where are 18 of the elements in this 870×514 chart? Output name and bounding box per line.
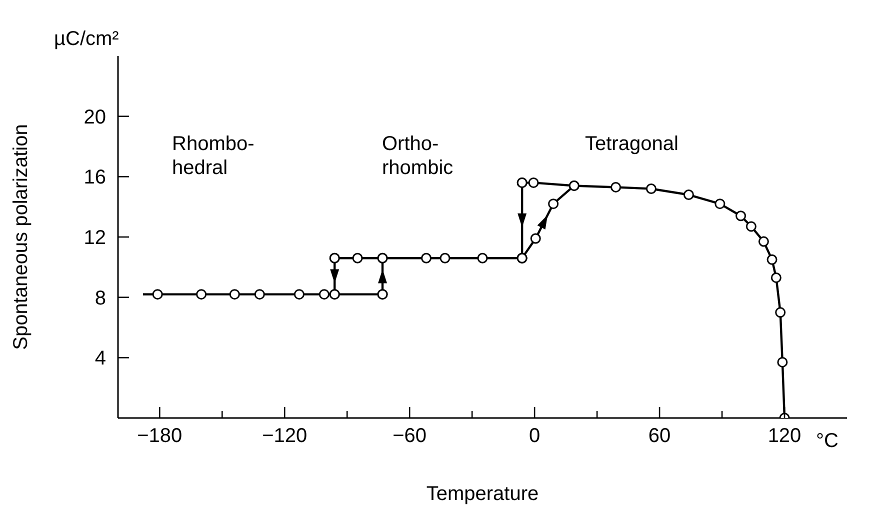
y-tick-label: 4: [94, 348, 106, 370]
annotation: Rhombo- hedral: [172, 132, 254, 180]
x-tick-label: −180: [137, 425, 182, 447]
x-tick-label: 120: [768, 425, 802, 447]
y-tick-label: 12: [84, 227, 106, 249]
y-axis-title: Spontaneous polarization: [10, 124, 32, 350]
y-tick-label: 20: [84, 106, 106, 128]
annotation: Ortho- rhombic: [382, 132, 454, 180]
x-tick-label: 60: [648, 425, 671, 447]
y-tick-label: 8: [94, 287, 106, 310]
x-axis-title: Temperature: [426, 483, 539, 505]
x-tick-label: −60: [392, 425, 427, 447]
text: °C: [816, 430, 838, 453]
y-tick-label: 16: [84, 166, 106, 189]
x-tick-label: 0: [529, 425, 540, 447]
annotation: Tetragonal: [585, 132, 678, 156]
x-tick-label: −120: [262, 425, 308, 447]
text: µC/cm²: [54, 28, 119, 51]
